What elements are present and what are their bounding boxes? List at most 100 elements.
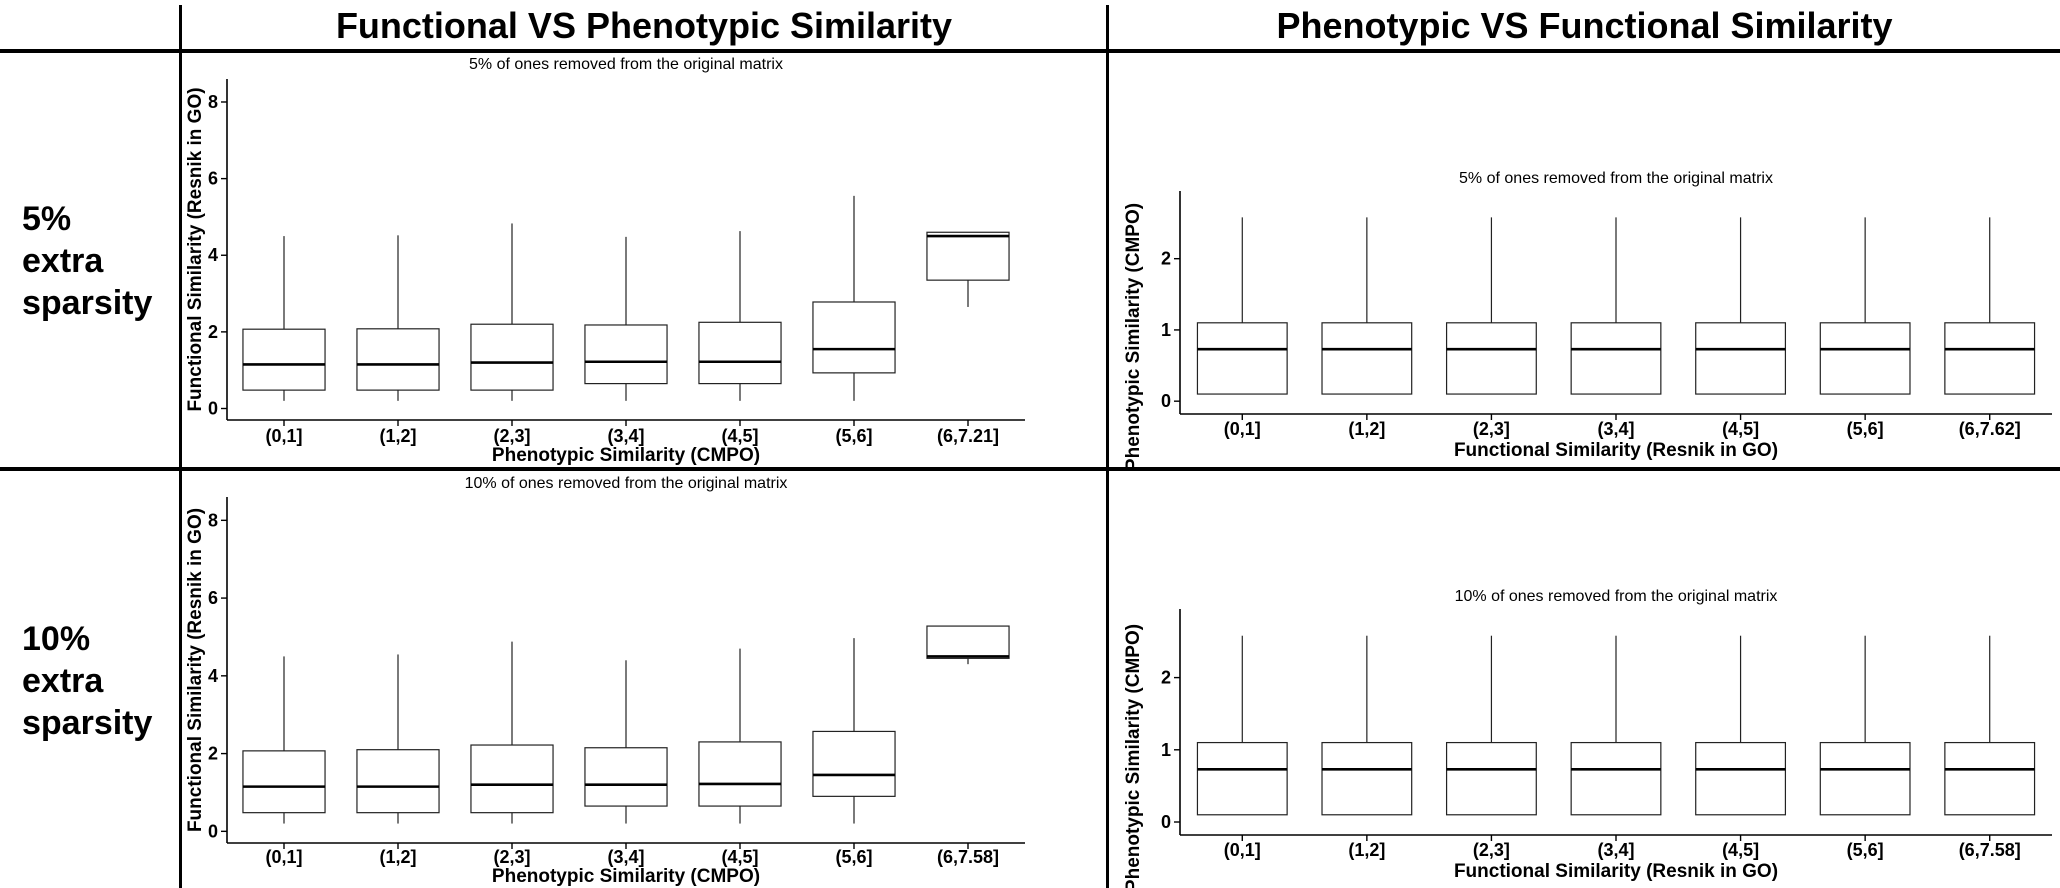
box-iqr [1819, 741, 1911, 816]
x-tick-label: (6,7.58] [1959, 840, 2021, 860]
panel-title: 10% of ones removed from the original ma… [1455, 588, 1778, 605]
box-0 [242, 236, 326, 401]
x-axis-label: Phenotypic Similarity (CMPO) [492, 866, 760, 887]
x-tick-label: (2,3] [493, 426, 530, 446]
box-1 [356, 235, 440, 401]
box-iqr [1445, 322, 1537, 395]
x-tick-label: (1,2] [1348, 840, 1385, 860]
box-6 [1944, 217, 2036, 395]
x-axis-label: Functional Similarity (Resnik in GO) [1454, 440, 1778, 461]
panel-title: 10% of ones removed from the original ma… [465, 475, 788, 492]
box-6 [926, 231, 1010, 307]
x-tick-label: (1,2] [1348, 419, 1385, 439]
box-3 [584, 236, 668, 401]
y-tick-label: 6 [208, 588, 218, 608]
box-iqr [1695, 322, 1787, 395]
row-title-line: extra [22, 662, 104, 700]
x-tick-label: (2,3] [493, 847, 530, 867]
box-iqr [1445, 741, 1537, 816]
boxplot-panel-top-right: 5% of ones removed from the original mat… [1112, 53, 2057, 467]
x-axis-label: Functional Similarity (Resnik in GO) [1454, 861, 1778, 882]
box-iqr [356, 328, 440, 391]
box-3 [1570, 217, 1662, 395]
box-iqr [1944, 322, 2036, 395]
box-iqr [1321, 322, 1413, 395]
box-iqr [812, 301, 896, 374]
box-iqr [698, 741, 782, 807]
boxplot-svg: 10% of ones removed from the original ma… [185, 475, 1025, 887]
panel-title: 5% of ones removed from the original mat… [1459, 170, 1773, 187]
box-2 [470, 223, 554, 401]
boxplot-panel-bottom-left: 10% of ones removed from the original ma… [185, 471, 1103, 888]
boxplot-panel-bottom-right: 10% of ones removed from the original ma… [1112, 471, 2057, 888]
box-2 [1445, 217, 1537, 395]
vertical-divider-left [179, 5, 182, 888]
x-tick-label: (0,1] [265, 426, 302, 446]
boxplot-svg: 10% of ones removed from the original ma… [1123, 588, 2052, 888]
x-tick-label: (1,2] [379, 426, 416, 446]
box-iqr [1196, 741, 1288, 816]
box-4 [698, 648, 782, 824]
x-tick-label: (3,4] [607, 847, 644, 867]
column-title-right: Phenotypic VS Functional Similarity [1276, 5, 1893, 46]
boxplot-svg: 5% of ones removed from the original mat… [1123, 170, 2052, 467]
box-4 [1695, 217, 1787, 395]
box-5 [812, 195, 896, 401]
y-tick-label: 0 [1161, 391, 1171, 411]
row-title-line: extra [22, 242, 104, 280]
boxplot-svg: 5% of ones removed from the original mat… [185, 56, 1025, 466]
box-1 [1321, 217, 1413, 395]
y-tick-label: 8 [208, 92, 218, 112]
box-1 [356, 654, 440, 824]
box-iqr [470, 744, 554, 814]
x-tick-label: (3,4] [607, 426, 644, 446]
x-tick-label: (0,1] [1224, 419, 1261, 439]
y-tick-label: 4 [208, 245, 218, 265]
box-iqr [926, 625, 1010, 659]
box-iqr [356, 749, 440, 814]
row-title-line: 10% [22, 620, 91, 658]
x-tick-label: (6,7.62] [1959, 419, 2021, 439]
box-3 [1570, 635, 1662, 816]
box-iqr [1570, 322, 1662, 395]
x-tick-label: (3,4] [1597, 419, 1634, 439]
box-4 [698, 231, 782, 401]
y-axis-label: Functional Similarity (Resnik in GO) [185, 508, 206, 832]
box-6 [1944, 635, 2036, 816]
y-tick-label: 1 [1161, 740, 1171, 760]
box-iqr [1695, 741, 1787, 816]
x-tick-label: (4,5] [721, 426, 758, 446]
box-iqr [1819, 322, 1911, 395]
y-tick-label: 2 [1161, 249, 1171, 269]
x-tick-label: (6,7.21] [937, 426, 999, 446]
x-tick-label: (5,6] [835, 847, 872, 867]
box-2 [1445, 635, 1537, 816]
x-tick-label: (2,3] [1473, 840, 1510, 860]
x-tick-label: (4,5] [1722, 840, 1759, 860]
x-tick-label: (5,6] [1847, 419, 1884, 439]
x-tick-label: (0,1] [1224, 840, 1261, 860]
box-1 [1321, 635, 1413, 816]
box-4 [1695, 635, 1787, 816]
row-title-line: sparsity [22, 284, 153, 322]
box-iqr [698, 321, 782, 385]
x-tick-label: (0,1] [265, 847, 302, 867]
x-tick-label: (6,7.58] [937, 847, 999, 867]
horizontal-divider-middle [0, 467, 2060, 471]
horizontal-divider-top [0, 49, 2060, 53]
box-5 [1819, 217, 1911, 395]
box-iqr [1196, 322, 1288, 395]
box-iqr [242, 328, 326, 391]
box-6 [926, 625, 1010, 665]
y-tick-label: 2 [1161, 668, 1171, 688]
y-tick-label: 4 [208, 666, 218, 686]
row-title-line: 5% [22, 200, 72, 238]
y-axis-label: Functional Similarity (Resnik in GO) [185, 87, 206, 411]
box-iqr [242, 750, 326, 814]
box-5 [1819, 635, 1911, 816]
y-tick-label: 0 [1161, 812, 1171, 832]
x-tick-label: (1,2] [379, 847, 416, 867]
box-iqr [584, 324, 668, 385]
row-title-line: sparsity [22, 704, 153, 742]
